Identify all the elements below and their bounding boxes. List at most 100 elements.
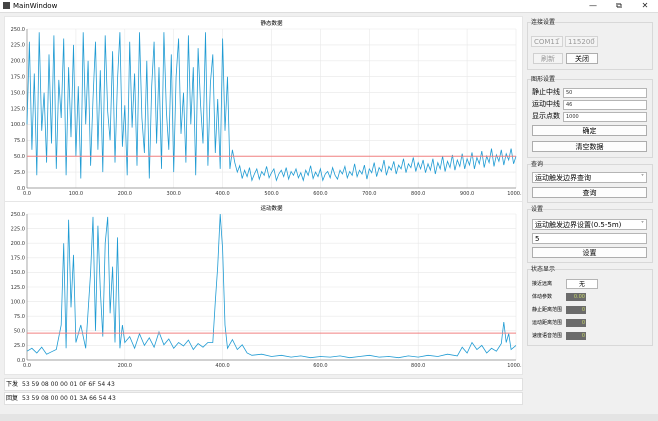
chart-title: 静态数据 — [260, 19, 283, 27]
app-icon — [3, 2, 10, 9]
static-mid-label: 静止中线 — [532, 88, 560, 96]
x-tick-label: 300.0 — [167, 191, 181, 197]
static-range-label: 静止距离范围 — [532, 307, 563, 313]
y-tick-label: 250.0 — [11, 212, 25, 218]
y-tick-label: 0.0 — [17, 186, 25, 192]
connection-group — [527, 22, 653, 70]
y-tick-label: 150.0 — [11, 270, 25, 276]
x-tick-label: 800.0 — [411, 191, 425, 197]
y-tick-label: 25.0 — [14, 170, 25, 176]
speed-label: 速度语音范围 — [532, 333, 563, 339]
window-title: MainWindow — [13, 2, 58, 10]
x-tick-label: 0.0 — [23, 363, 31, 369]
close-port-button[interactable]: 关闭 — [566, 53, 598, 64]
y-tick-label: 125.0 — [11, 285, 25, 291]
chevron-down-icon: ˅ — [641, 221, 644, 228]
body-value: 0.00 — [566, 293, 586, 301]
query-group — [527, 164, 653, 203]
settings-value-input[interactable]: 5 — [532, 233, 647, 244]
close-window-button[interactable]: ✕ — [641, 1, 649, 10]
y-tick-label: 25.0 — [14, 343, 25, 349]
x-tick-label: 200.0 — [118, 191, 132, 197]
motion-data-chart: 运动数据 250.0 225.0 200.0 175.0 150.0 125.0 100.0 7… — [4, 201, 523, 375]
port-select[interactable]: COM11 ˅ — [531, 36, 563, 47]
settings-group — [527, 209, 653, 263]
y-tick-label: 0.0 — [17, 358, 25, 364]
confirm-button[interactable]: 确定 — [532, 125, 647, 136]
chart-settings-group-title: 图形设置 — [531, 76, 556, 83]
x-tick-label: 400.0 — [215, 363, 229, 369]
chevron-down-icon: ˅ — [641, 174, 644, 181]
settings-select[interactable]: 运动触发边界设置(0.5-5m) ˅ — [532, 219, 647, 230]
static-mid-input[interactable]: 50 — [563, 88, 647, 98]
x-tick-label: 1000.0 — [507, 191, 522, 197]
y-tick-label: 100.0 — [11, 299, 25, 305]
query-select[interactable]: 运动触发边界查询 ˅ — [532, 172, 647, 183]
minimize-button[interactable]: — — [589, 1, 597, 10]
x-tick-label: 800.0 — [411, 363, 425, 369]
query-button[interactable]: 查询 — [532, 187, 647, 198]
x-tick-label: 700.0 — [362, 191, 376, 197]
points-input[interactable]: 1000 — [563, 112, 647, 122]
x-tick-label: 500.0 — [264, 191, 278, 197]
status-group-title: 状态显示 — [531, 266, 556, 273]
sent-log-row: 下发 53 59 08 00 00 01 0F 6F 54 43 — [4, 378, 523, 391]
query-select-value: 运动触发边界查询 — [535, 174, 591, 182]
y-tick-label: 250.0 — [11, 27, 25, 33]
body-label: 体动参数 — [532, 294, 553, 300]
settings-select-value: 运动触发边界设置(0.5-5m) — [535, 221, 622, 229]
query-group-title: 查询 — [531, 161, 544, 168]
static-range-value: 0 — [566, 306, 586, 314]
y-tick-label: 200.0 — [11, 241, 25, 247]
points-label: 显示点数 — [532, 112, 560, 120]
y-tick-label: 125.0 — [11, 106, 25, 112]
chevron-down-icon: ˅ — [592, 38, 595, 45]
series-line — [26, 213, 517, 359]
x-tick-label: 100.0 — [69, 191, 83, 197]
maximize-button[interactable]: ⧉ — [616, 1, 622, 10]
apply-settings-button[interactable]: 设置 — [532, 247, 647, 258]
x-tick-label: 600.0 — [313, 191, 327, 197]
y-tick-label: 50.0 — [14, 329, 25, 335]
sent-label: 下发 — [6, 381, 19, 388]
y-tick-label: 225.0 — [11, 226, 25, 232]
static-data-chart: 静态数据 250.0 225.0 200.0 175.0 150.0 125.0 100.0 7… — [4, 16, 523, 203]
speed-value: 0 — [566, 332, 586, 340]
x-tick-label: 600.0 — [313, 363, 327, 369]
connection-group-title: 连接设置 — [531, 19, 556, 26]
motion-mid-input[interactable]: 46 — [563, 100, 647, 110]
series-line — [26, 32, 517, 182]
title-bar: MainWindow — ⧉ ✕ — [0, 0, 658, 13]
sent-value[interactable]: 53 59 08 00 00 01 0F 6F 54 43 — [22, 381, 115, 388]
y-tick-label: 200.0 — [11, 59, 25, 65]
y-tick-label: 75.0 — [14, 314, 25, 320]
refresh-button[interactable]: 刷新 — [533, 53, 563, 64]
motion-mid-label: 运动中线 — [532, 100, 560, 108]
y-tick-label: 225.0 — [11, 43, 25, 49]
motion-range-value: 0 — [566, 319, 586, 327]
y-tick-label: 50.0 — [14, 154, 25, 160]
reply-label: 回复 — [6, 395, 19, 402]
baud-select-value: 115200 — [568, 38, 595, 46]
port-select-value: COM11 — [534, 38, 560, 46]
settings-group-title: 设置 — [531, 206, 544, 213]
y-tick-label: 75.0 — [14, 138, 25, 144]
baud-select[interactable]: 115200 ˅ — [565, 36, 598, 47]
x-tick-label: 900.0 — [460, 191, 474, 197]
chart-title: 运动数据 — [260, 204, 283, 212]
x-tick-label: 1000.0 — [507, 363, 522, 369]
static-data-chart-svg: 静态数据 250.0 225.0 200.0 175.0 150.0 125.0 100.0 7… — [11, 19, 522, 197]
y-tick-label: 150.0 — [11, 90, 25, 96]
taskbar-strip — [0, 414, 658, 421]
clear-data-button[interactable]: 清空数据 — [532, 141, 647, 152]
x-tick-label: 200.0 — [118, 363, 132, 369]
y-tick-label: 175.0 — [11, 256, 25, 262]
chevron-down-icon: ˅ — [557, 38, 560, 45]
distance-value: 无 — [566, 279, 598, 289]
chart-settings-group — [527, 79, 653, 158]
y-tick-label: 100.0 — [11, 122, 25, 128]
motion-range-label: 运动距离范围 — [532, 320, 563, 326]
x-tick-label: 400.0 — [215, 191, 229, 197]
reply-value[interactable]: 53 59 08 00 00 01 3A 66 54 43 — [22, 395, 116, 402]
distance-label: 接近远离 — [532, 281, 553, 287]
